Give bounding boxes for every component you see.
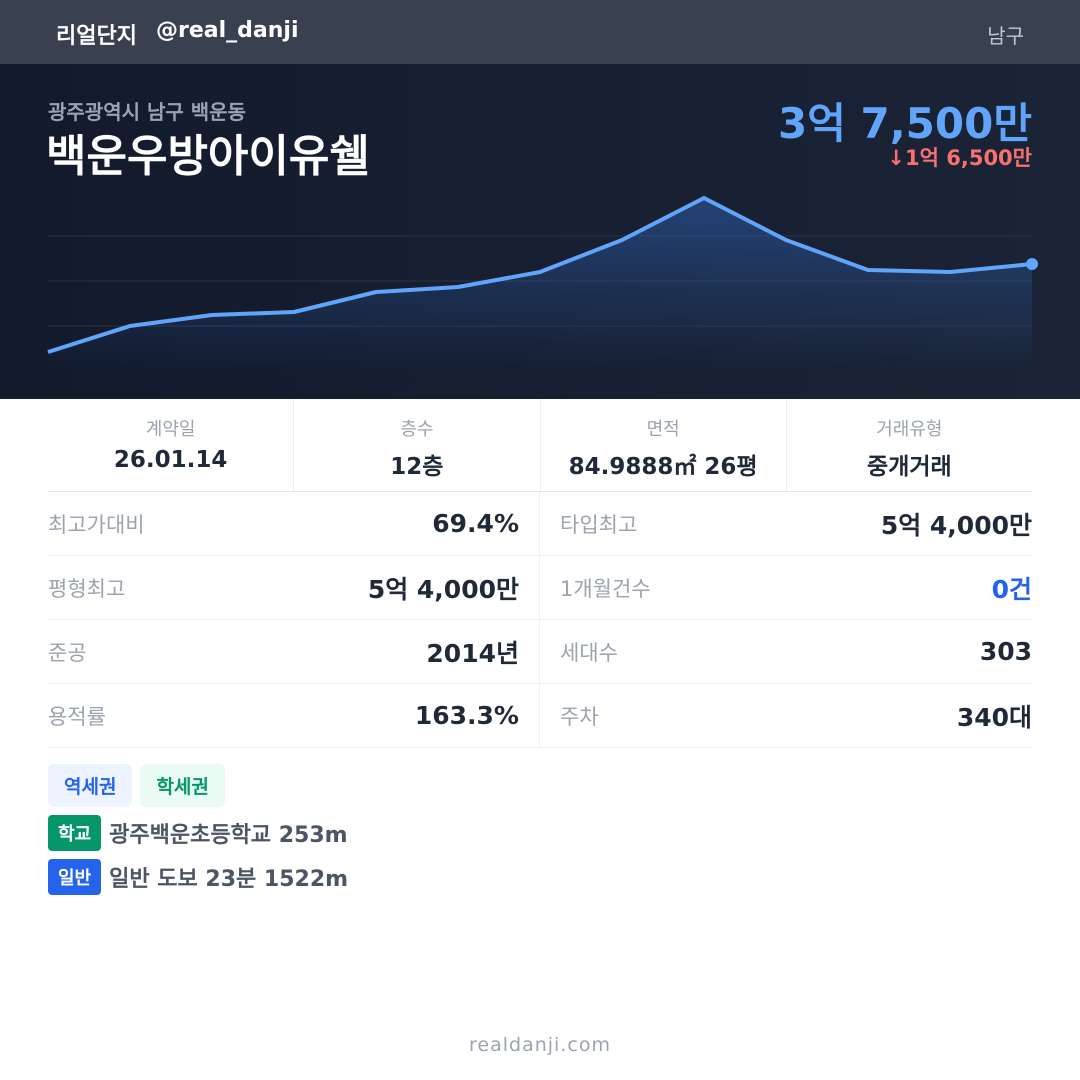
stat-label: 평형최고: [48, 576, 126, 601]
footer: realdanji.com: [469, 1034, 611, 1056]
summary-label: 계약일: [145, 419, 196, 440]
summary-label: 층수: [400, 419, 434, 440]
stat-cell: 세대수 303: [540, 620, 1032, 684]
poi-badge: 일반: [48, 859, 102, 895]
region: 남구: [987, 24, 1024, 48]
summary-value: 12층: [390, 454, 444, 480]
stat-value: 2014년: [426, 638, 519, 668]
tag: 역세권: [48, 764, 133, 807]
poi: 일반 일반 도보 23분 1522m: [48, 859, 348, 895]
summary-item: 계약일 26.01.14: [48, 399, 295, 491]
stat-value: 303: [979, 637, 1032, 666]
stat-cell: 1개월건수 0건: [540, 556, 1032, 620]
summary-value: 중개거래: [867, 454, 952, 480]
summary-value: 84.9888㎡ 26평: [568, 454, 758, 480]
price: 3억 7,500만: [778, 99, 1032, 148]
stat-value: 5억 4,000만: [367, 574, 519, 604]
price-line: [47, 196, 1033, 354]
stat-value: 69.4%: [432, 509, 519, 538]
stat-label: 타입최고: [560, 512, 638, 537]
pois: 학교 광주백운초등학교 253m 일반 일반 도보 23분 1522m: [48, 815, 348, 903]
summary-item: 층수 12층: [294, 399, 541, 491]
stat-value: 5억 4,000만: [880, 510, 1032, 540]
summary-value: 26.01.14: [113, 447, 228, 473]
price-chart: [47, 196, 1038, 370]
summary-label: 면적: [646, 419, 680, 440]
stat-cell: 주차 340대: [540, 684, 1032, 748]
stat-label: 세대수: [560, 640, 618, 665]
price-change: ↓1억 6,500만: [887, 146, 1032, 170]
stat-label: 1개월건수: [560, 576, 651, 601]
stat-value: 340대: [956, 702, 1032, 732]
handle: @real_danji: [156, 18, 299, 43]
last-point: [1026, 258, 1038, 270]
summary-item: 면적 84.9888㎡ 26평: [541, 399, 787, 491]
location: 광주광역시 남구 백운동: [48, 100, 246, 124]
poi-badge: 학교: [48, 815, 102, 851]
stat-cell: 타입최고 5억 4,000만: [540, 492, 1032, 556]
stat-value: 163.3%: [414, 701, 519, 730]
poi: 학교 광주백운초등학교 253m: [48, 815, 348, 851]
stat-cell: 용적률 163.3%: [48, 684, 540, 748]
tag: 학세권: [140, 764, 225, 807]
stat-cell: 최고가대비 69.4%: [48, 492, 540, 556]
tags: 역세권 학세권: [48, 764, 233, 807]
stat-value: 0건: [991, 574, 1032, 604]
area-fill: [48, 198, 1032, 370]
header: 리얼단지 @real_danji 남구: [0, 0, 1080, 64]
brand: 리얼단지: [56, 24, 137, 49]
stat-label: 주차: [560, 704, 599, 729]
poi-text: 광주백운초등학교 253m: [109, 823, 348, 848]
stat-cell: 평형최고 5억 4,000만: [48, 556, 540, 620]
stat-label: 준공: [48, 640, 87, 665]
stats-table: 최고가대비 69.4% 타입최고 5억 4,000만 평형최고 5억 4,000만 1개월건…: [48, 492, 1032, 748]
summary-label: 거래유형: [876, 419, 943, 440]
listing-name: 백운우방아이유쉘: [46, 131, 370, 182]
stat-label: 용적률: [48, 704, 106, 729]
stat-label: 최고가대비: [48, 512, 145, 537]
stat-cell: 준공 2014년: [48, 620, 540, 684]
poi-text: 일반 도보 23분 1522m: [109, 867, 349, 892]
